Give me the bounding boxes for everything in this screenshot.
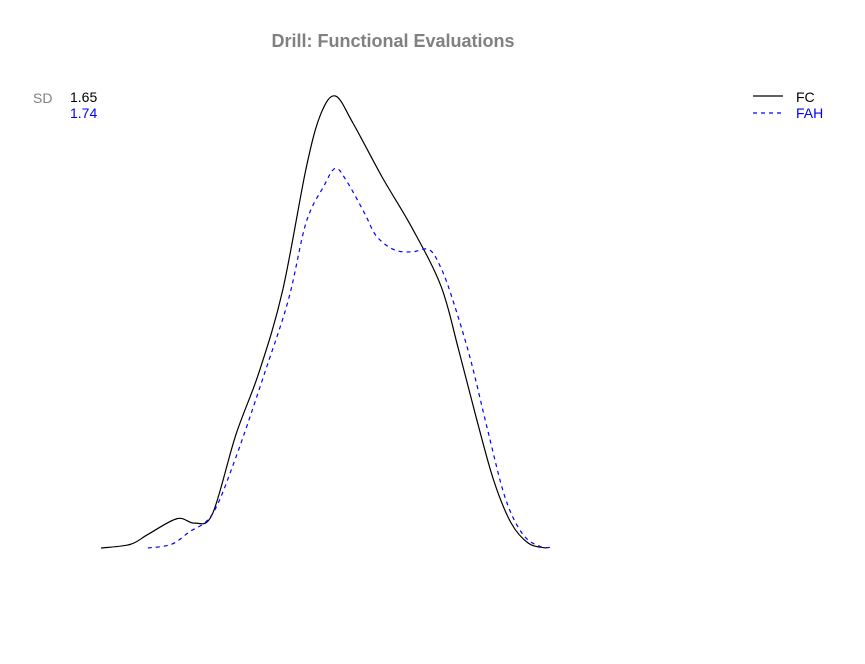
legend-label-fah: FAH <box>796 105 823 121</box>
sd-label: SD <box>33 90 52 106</box>
legend-label-fc: FC <box>796 89 815 105</box>
legend: FC FAH <box>753 89 823 121</box>
sd-value-fc: 1.65 <box>70 89 97 105</box>
fc-density-line <box>100 95 547 549</box>
fah-density-line <box>147 167 553 549</box>
chart-title: Drill: Functional Evaluations <box>271 31 514 51</box>
sd-value-fah: 1.74 <box>70 105 97 121</box>
